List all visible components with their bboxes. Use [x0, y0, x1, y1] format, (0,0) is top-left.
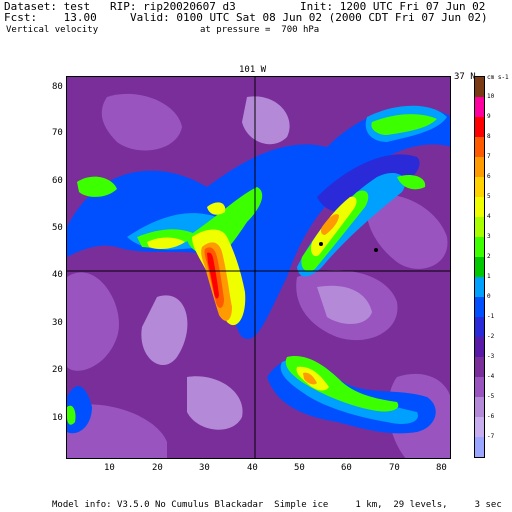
colorbar-tick-label: -2 — [487, 333, 495, 340]
colorbar-swatch — [475, 237, 484, 258]
y-tick-label: 60 — [52, 176, 63, 186]
vertical-velocity-map — [66, 76, 451, 459]
colorbar-tick-label: -1 — [487, 313, 495, 320]
x-tick-label: 10 — [104, 463, 115, 473]
colorbar-tick-label: 5 — [487, 193, 491, 200]
colorbar-swatch — [475, 277, 484, 298]
colorbar-swatch — [475, 157, 484, 178]
colorbar-swatch — [475, 217, 484, 238]
colorbar-swatch — [475, 257, 484, 278]
colorbar-swatch — [475, 197, 484, 218]
colorbar-swatch — [475, 77, 484, 98]
y-tick-label: 80 — [52, 82, 63, 92]
y-tick-label: 20 — [52, 365, 63, 375]
colorbar-tick-label: 10 — [487, 93, 495, 100]
colorbar-swatch — [475, 177, 484, 198]
y-tick-label: 10 — [52, 413, 63, 423]
y-tick-label: 70 — [52, 128, 63, 138]
x-tick-label: 50 — [294, 463, 305, 473]
colorbar-tick-label: 3 — [487, 233, 491, 240]
x-tick-label: 60 — [341, 463, 352, 473]
colorbar-swatch — [475, 137, 484, 158]
colorbar-tick-label: -5 — [487, 393, 495, 400]
pressure-level-label: at pressure = 700 hPa — [200, 25, 320, 35]
field-name-label: Vertical velocity — [6, 25, 99, 35]
colorbar-swatch — [475, 397, 484, 418]
color-legend — [474, 76, 485, 458]
colorbar-swatch — [475, 337, 484, 358]
x-tick-label: 30 — [199, 463, 210, 473]
longitude-label: 101 W — [239, 65, 267, 75]
init-time-label: Init: 1200 UTC Fri 07 Jun 02 — [300, 0, 486, 13]
colorbar-tick-label: 7 — [487, 153, 491, 160]
colorbar-tick-label: 0 — [487, 293, 491, 300]
colorbar-units: cm s-1 — [487, 74, 509, 81]
y-tick-label: 40 — [52, 270, 63, 280]
model-info-footer: Model info: V3.5.0 No Cumulus Blackadar … — [52, 500, 502, 510]
y-tick-label: 50 — [52, 223, 63, 233]
colorbar-tick-label: 2 — [487, 253, 491, 260]
colorbar-tick-label: 4 — [487, 213, 491, 220]
forecast-hour-label: Fcst: 13.00 — [4, 11, 97, 24]
colorbar-tick-label: 1 — [487, 273, 491, 280]
colorbar-swatch — [475, 97, 484, 118]
contour-field — [67, 77, 450, 458]
colorbar-swatch — [475, 117, 484, 138]
colorbar-swatch — [475, 437, 484, 457]
dataset-label: Dataset: test RIP: rip20020607 d3 — [4, 0, 236, 13]
colorbar-swatch — [475, 297, 484, 318]
colorbar-swatch — [475, 317, 484, 338]
valid-time-label: Valid: 0100 UTC Sat 08 Jun 02 (2000 CDT … — [130, 11, 488, 24]
y-tick-label: 30 — [52, 318, 63, 328]
colorbar-swatch — [475, 417, 484, 438]
colorbar-tick-label: 6 — [487, 173, 491, 180]
colorbar-tick-label: -3 — [487, 353, 495, 360]
x-tick-label: 20 — [152, 463, 163, 473]
x-tick-label: 80 — [436, 463, 447, 473]
colorbar-tick-label: 8 — [487, 133, 491, 140]
colorbar-tick-label: -4 — [487, 373, 495, 380]
colorbar-swatch — [475, 357, 484, 378]
colorbar-tick-label: 9 — [487, 113, 491, 120]
colorbar-swatch — [475, 377, 484, 398]
colorbar-tick-label: -7 — [487, 433, 495, 440]
colorbar-tick-label: -6 — [487, 413, 495, 420]
x-tick-label: 70 — [389, 463, 400, 473]
x-tick-label: 40 — [247, 463, 258, 473]
latitude-label: 37 N — [454, 72, 476, 82]
